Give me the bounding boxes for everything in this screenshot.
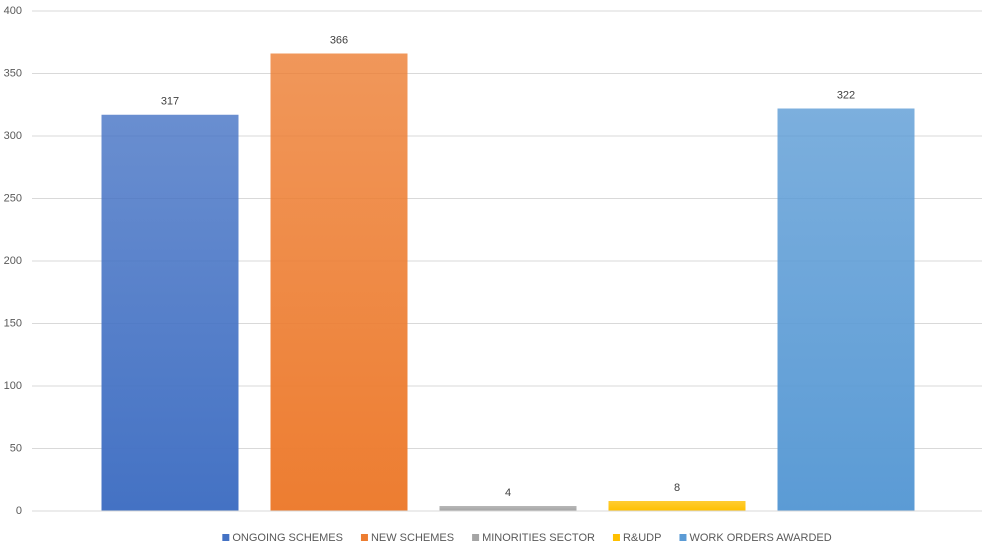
y-tick-label: 400	[4, 5, 22, 17]
y-tick-label: 100	[4, 380, 22, 392]
bar	[101, 114, 239, 511]
bar	[777, 108, 915, 511]
legend-label: MINORITIES SECTOR	[482, 532, 595, 544]
bar	[270, 53, 408, 511]
y-tick-label: 300	[4, 130, 22, 142]
data-label: 322	[837, 89, 855, 101]
legend-swatch	[472, 534, 480, 541]
bar	[608, 501, 746, 511]
legend-swatch	[222, 534, 230, 541]
legend-label: R&UDP	[623, 532, 662, 544]
data-label: 4	[505, 487, 511, 499]
data-label: 8	[674, 482, 680, 494]
y-tick-label: 150	[4, 317, 22, 329]
y-tick-label: 200	[4, 255, 22, 267]
legend-swatch	[360, 534, 368, 541]
y-tick-label: 50	[10, 442, 22, 454]
bar	[439, 506, 577, 511]
legend-label: ONGOING SCHEMES	[232, 532, 343, 544]
data-label: 366	[330, 34, 348, 46]
legend-swatch	[679, 534, 687, 541]
legend-label: WORK ORDERS AWARDED	[689, 532, 831, 544]
y-tick-label: 350	[4, 67, 22, 79]
y-tick-label: 0	[16, 505, 22, 517]
legend-label: NEW SCHEMES	[371, 532, 454, 544]
y-tick-label: 250	[4, 192, 22, 204]
data-label: 317	[161, 96, 179, 108]
legend-swatch	[612, 534, 620, 541]
